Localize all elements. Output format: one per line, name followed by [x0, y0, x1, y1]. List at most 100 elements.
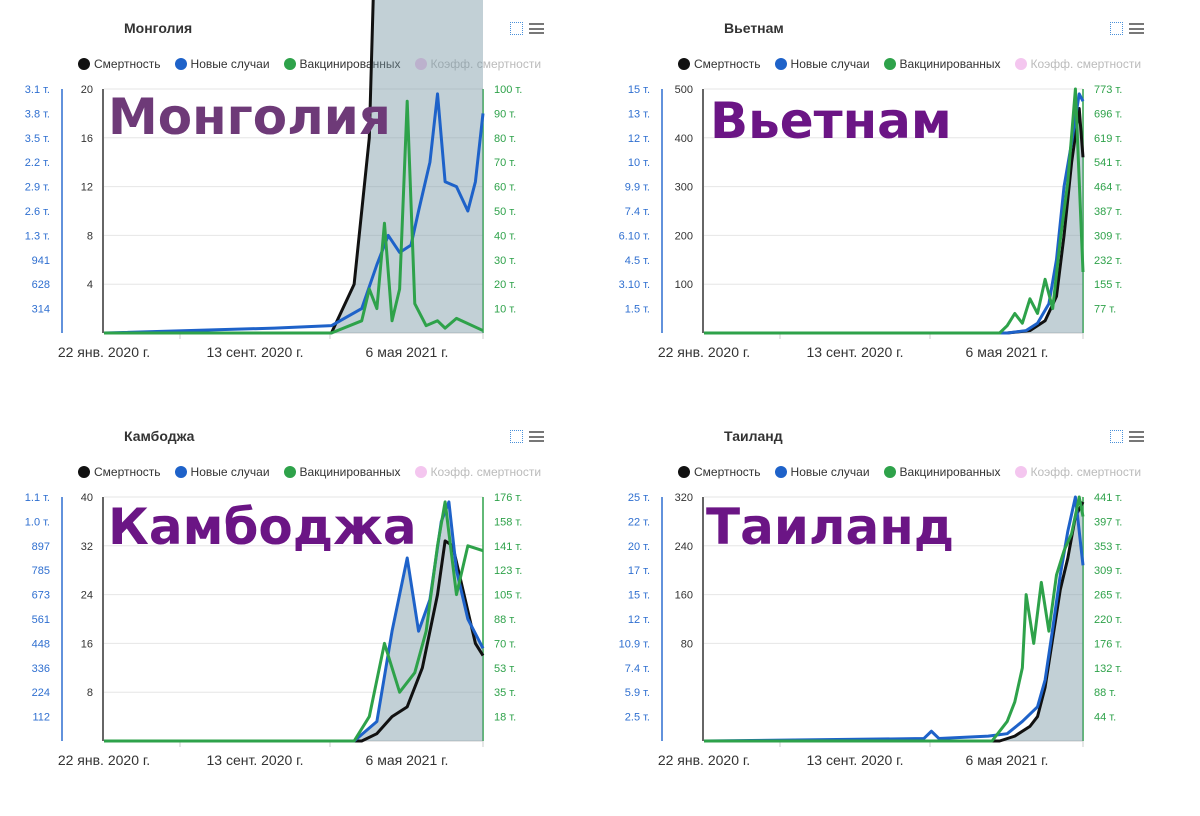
legend-item-deaths[interactable]: Смертность: [678, 465, 761, 479]
deaths-line: [104, 539, 485, 743]
zoom-icon[interactable]: [510, 22, 523, 35]
y-tick-vaccinated: 88 т.: [494, 614, 516, 626]
y-tick-vaccinated: 44 т.: [1094, 712, 1116, 724]
chart-title: Вьетнам: [724, 20, 784, 36]
y-tick-cases: 785: [32, 565, 50, 577]
cases-line: [104, 500, 485, 743]
chart-svg: 40 32 24 16 8 1.1 т. 1.0 т. 897 785 673 561 448 336 2…: [25, 492, 523, 768]
y-tick-vaccinated: 773 т.: [1094, 84, 1122, 96]
legend-item-cfr[interactable]: Коэфф. смертности: [414, 465, 541, 479]
zoom-icon[interactable]: [1110, 22, 1123, 35]
y-tick-deaths: 240: [675, 541, 693, 553]
y-tick-cases: 3.5 т.: [25, 133, 50, 145]
y-tick-vaccinated: 387 т.: [1094, 206, 1122, 218]
y-tick-cases: 224: [32, 687, 50, 699]
y-tick-deaths: 100: [675, 279, 693, 291]
legend-item-deaths[interactable]: Смертность: [78, 465, 161, 479]
y-tick-deaths: 160: [675, 590, 693, 602]
y-tick-vaccinated: 309 т.: [1094, 230, 1122, 242]
x-tick-label: 6 мая 2021 г.: [366, 752, 449, 768]
y-tick-deaths: 32: [81, 541, 93, 553]
y-tick-vaccinated: 176 т.: [1094, 638, 1122, 650]
x-tick-label: 22 янв. 2020 г.: [58, 752, 150, 768]
x-tick-label: 6 мая 2021 г.: [966, 752, 1049, 768]
y-tick-deaths: 4: [87, 279, 93, 291]
y-tick-vaccinated: 123 т.: [494, 565, 522, 577]
vaccinated-line: [104, 99, 484, 335]
y-tick-vaccinated: 50 т.: [494, 206, 516, 218]
y-tick-cases: 13 т.: [628, 108, 650, 120]
y-tick-vaccinated: 30 т.: [494, 255, 516, 267]
area-fill: [104, 501, 483, 741]
y-tick-vaccinated: 619 т.: [1094, 133, 1122, 145]
y-tick-vaccinated: 309 т.: [1094, 565, 1122, 577]
x-tick-label: 13 сент. 2020 г.: [807, 344, 904, 360]
chart-svg: 320 240 160 80 25 т. 22 т. 20 т. 17 т. 15 т. 12 т…: [619, 492, 1123, 768]
y-tick-deaths: 400: [675, 133, 693, 145]
y-tick-vaccinated: 696 т.: [1094, 108, 1122, 120]
y-tick-cases: 3.1 т.: [25, 84, 50, 96]
y-tick-cases: 2.9 т.: [25, 182, 50, 194]
y-tick-deaths: 12: [81, 182, 93, 194]
y-tick-vaccinated: 265 т.: [1094, 590, 1122, 602]
y-tick-vaccinated: 397 т.: [1094, 516, 1122, 528]
legend-item-vaccinated[interactable]: Вакцинированных: [883, 57, 1001, 71]
legend-item-cases[interactable]: Новые случаи: [174, 57, 270, 71]
chart-svg: 500 400 300 200 100 15 т. 13 т. 12 т. 10 т. 9.9 т…: [619, 84, 1123, 360]
y-tick-vaccinated: 90 т.: [494, 108, 516, 120]
x-tick-label: 22 янв. 2020 г.: [658, 752, 750, 768]
y-tick-cases: 673: [32, 590, 50, 602]
legend-item-cases[interactable]: Новые случаи: [774, 57, 870, 71]
y-tick-deaths: 16: [81, 133, 93, 145]
y-tick-cases: 314: [32, 304, 50, 316]
menu-icon[interactable]: [1129, 431, 1144, 442]
menu-icon[interactable]: [529, 23, 544, 34]
y-tick-deaths: 20: [81, 84, 93, 96]
vaccinated-line: [704, 87, 1085, 335]
menu-icon[interactable]: [529, 431, 544, 442]
y-tick-cases: 1.5 т.: [625, 304, 650, 316]
area-fill: [704, 501, 1083, 741]
legend-item-cfr[interactable]: Коэфф. смертности: [1014, 57, 1141, 71]
y-tick-cases: 628: [32, 279, 50, 291]
legend-item-deaths[interactable]: Смертность: [78, 57, 161, 71]
legend-item-vaccinated[interactable]: Вакцинированных: [883, 465, 1001, 479]
legend: Смертность Новые случаи Вакцинированных …: [78, 57, 541, 71]
zoom-icon[interactable]: [510, 430, 523, 443]
y-tick-cases: 2.2 т.: [25, 157, 50, 169]
y-tick-cases: 448: [32, 638, 50, 650]
menu-icon[interactable]: [1129, 23, 1144, 34]
y-tick-deaths: 8: [87, 230, 93, 242]
x-tick-label: 13 сент. 2020 г.: [807, 752, 904, 768]
legend-item-vaccinated[interactable]: Вакцинированных: [283, 465, 401, 479]
chart-panel-thailand: Таиланд Смертность Новые случаи Вакцинир…: [600, 408, 1200, 816]
y-tick-cases: 20 т.: [628, 541, 650, 553]
y-tick-cases: 6.10 т.: [619, 230, 650, 242]
y-tick-cases: 2.6 т.: [25, 206, 50, 218]
y-tick-vaccinated: 70 т.: [494, 157, 516, 169]
legend-item-cfr[interactable]: Коэфф. смертности: [1014, 465, 1141, 479]
y-tick-deaths: 8: [87, 687, 93, 699]
legend-item-cases[interactable]: Новые случаи: [174, 465, 270, 479]
y-tick-cases: 15 т.: [628, 84, 650, 96]
y-tick-deaths: 300: [675, 182, 693, 194]
y-tick-cases: 3.8 т.: [25, 108, 50, 120]
y-tick-vaccinated: 464 т.: [1094, 182, 1122, 194]
x-tick-label: 22 янв. 2020 г.: [658, 344, 750, 360]
vaccinated-line: [104, 500, 484, 743]
legend-item-cfr[interactable]: Коэфф. смертности: [414, 57, 541, 71]
y-tick-cases: 25 т.: [628, 492, 650, 504]
legend-item-vaccinated[interactable]: Вакцинированных: [283, 57, 401, 71]
x-tick-label: 6 мая 2021 г.: [966, 344, 1049, 360]
chart-title: Монголия: [124, 20, 193, 36]
legend: Смертность Новые случаи Вакцинированных …: [678, 57, 1141, 71]
y-tick-cases: 12 т.: [628, 614, 650, 626]
y-tick-vaccinated: 20 т.: [494, 279, 516, 291]
x-tick-label: 22 янв. 2020 г.: [58, 344, 150, 360]
legend-item-cases[interactable]: Новые случаи: [774, 465, 870, 479]
legend-item-deaths[interactable]: Смертность: [678, 57, 761, 71]
zoom-icon[interactable]: [1110, 430, 1123, 443]
y-tick-cases: 336: [32, 663, 50, 675]
y-tick-vaccinated: 70 т.: [494, 638, 516, 650]
deaths-line: [104, 0, 375, 335]
